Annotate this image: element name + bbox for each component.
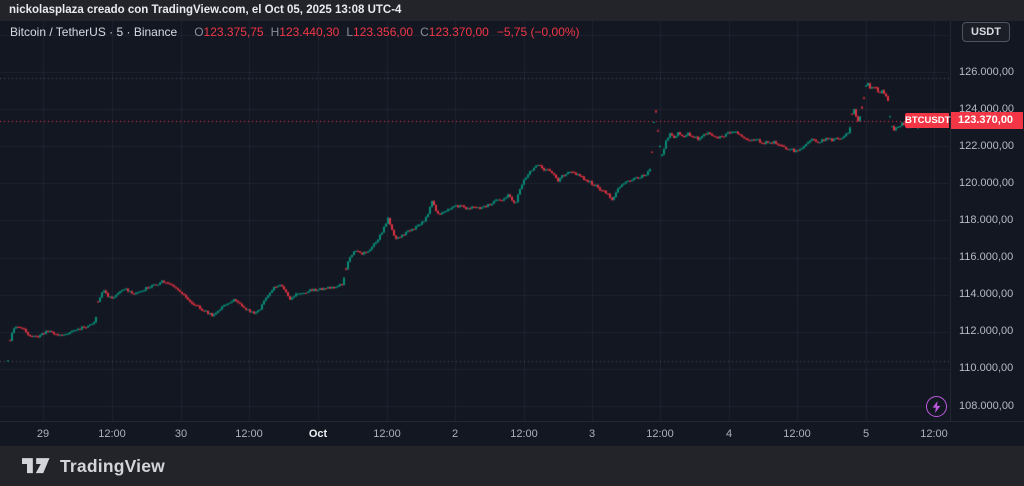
price-tick-label: 124.000,00 xyxy=(959,102,1015,115)
time-tick-label: 12:00 xyxy=(235,428,263,440)
ohlc-values: O123.375,75 H123.440,30 L123.356,00 C123.37… xyxy=(187,25,489,39)
price-change: −5,75 (−0,00%) xyxy=(496,25,580,39)
time-tick-label: 30 xyxy=(174,428,188,440)
time-axis[interactable]: 29 12:00 30 12:00 Oct 12:00 2 12:00 3 12:00 4 12:00… xyxy=(0,421,1024,446)
attribution-text: nickolasplaza creado con TradingView.com… xyxy=(9,4,402,16)
ohlc-key: O xyxy=(194,25,204,39)
time-tick-label: 12:00 xyxy=(373,428,401,440)
time-tick-label: Oct xyxy=(308,428,328,440)
ohlc-value: 123.440,30 xyxy=(279,25,340,39)
last-price-symbol-tag: BTCUSDT xyxy=(905,113,951,129)
chart-legend: Bitcoin / TetherUS · 5 · Binance O123.375… xyxy=(10,25,580,43)
price-tick-label: 116.000,00 xyxy=(959,251,1014,264)
lightning-bolt-icon xyxy=(932,400,941,413)
chart-area: Bitcoin / TetherUS · 5 · Binance O123.375… xyxy=(0,21,1024,446)
currency-toggle-button[interactable]: USDT xyxy=(962,22,1010,42)
time-tick-label: 3 xyxy=(588,428,596,440)
time-tick-label: 2 xyxy=(451,428,459,440)
instant-trading-lightning-button[interactable] xyxy=(926,396,947,417)
attribution-bar: nickolasplaza creado con TradingView.com… xyxy=(0,0,1024,21)
price-tick-label: 126.000,00 xyxy=(959,65,1015,78)
candlestick-chart[interactable] xyxy=(0,21,949,421)
time-tick-label: 12:00 xyxy=(98,428,126,440)
ohlc-key: C xyxy=(420,25,429,39)
price-tick-label: 110.000,00 xyxy=(959,362,1014,375)
time-tick-label: 12:00 xyxy=(646,428,674,440)
time-tick-label: 12:00 xyxy=(510,428,538,440)
price-tick-label: 114.000,00 xyxy=(959,288,1014,301)
last-price-label: 123.370,00 xyxy=(951,112,1023,130)
time-tick-label: 5 xyxy=(862,428,870,440)
price-tick-label: 108.000,00 xyxy=(959,399,1015,412)
price-tick-label: 112.000,00 xyxy=(959,325,1014,338)
tradingview-logo-icon xyxy=(22,457,50,473)
ohlc-value: 123.370,00 xyxy=(428,25,489,39)
tradingview-logo[interactable]: TradingView xyxy=(22,456,165,477)
brand-name: TradingView xyxy=(60,455,165,476)
ohlc-value: 123.356,00 xyxy=(353,25,414,39)
ohlc-value: 123.375,75 xyxy=(203,25,264,39)
time-tick-label: 29 xyxy=(36,428,50,440)
price-axis[interactable]: 126.000,00 124.000,00 122.000,00 120.000,00… xyxy=(950,21,1024,421)
price-tick-label: 118.000,00 xyxy=(959,213,1014,226)
time-tick-label: 12:00 xyxy=(920,428,948,440)
price-tick-label: 120.000,00 xyxy=(959,176,1015,189)
time-tick-label: 4 xyxy=(725,428,733,440)
time-tick-label: 12:00 xyxy=(783,428,811,440)
symbol-title[interactable]: Bitcoin / TetherUS · 5 · Binance xyxy=(10,25,178,39)
ohlc-key: L xyxy=(346,25,354,39)
footer-bar: TradingView xyxy=(0,446,1024,486)
ohlc-key: H xyxy=(270,25,280,39)
price-tick-label: 122.000,00 xyxy=(959,139,1015,152)
